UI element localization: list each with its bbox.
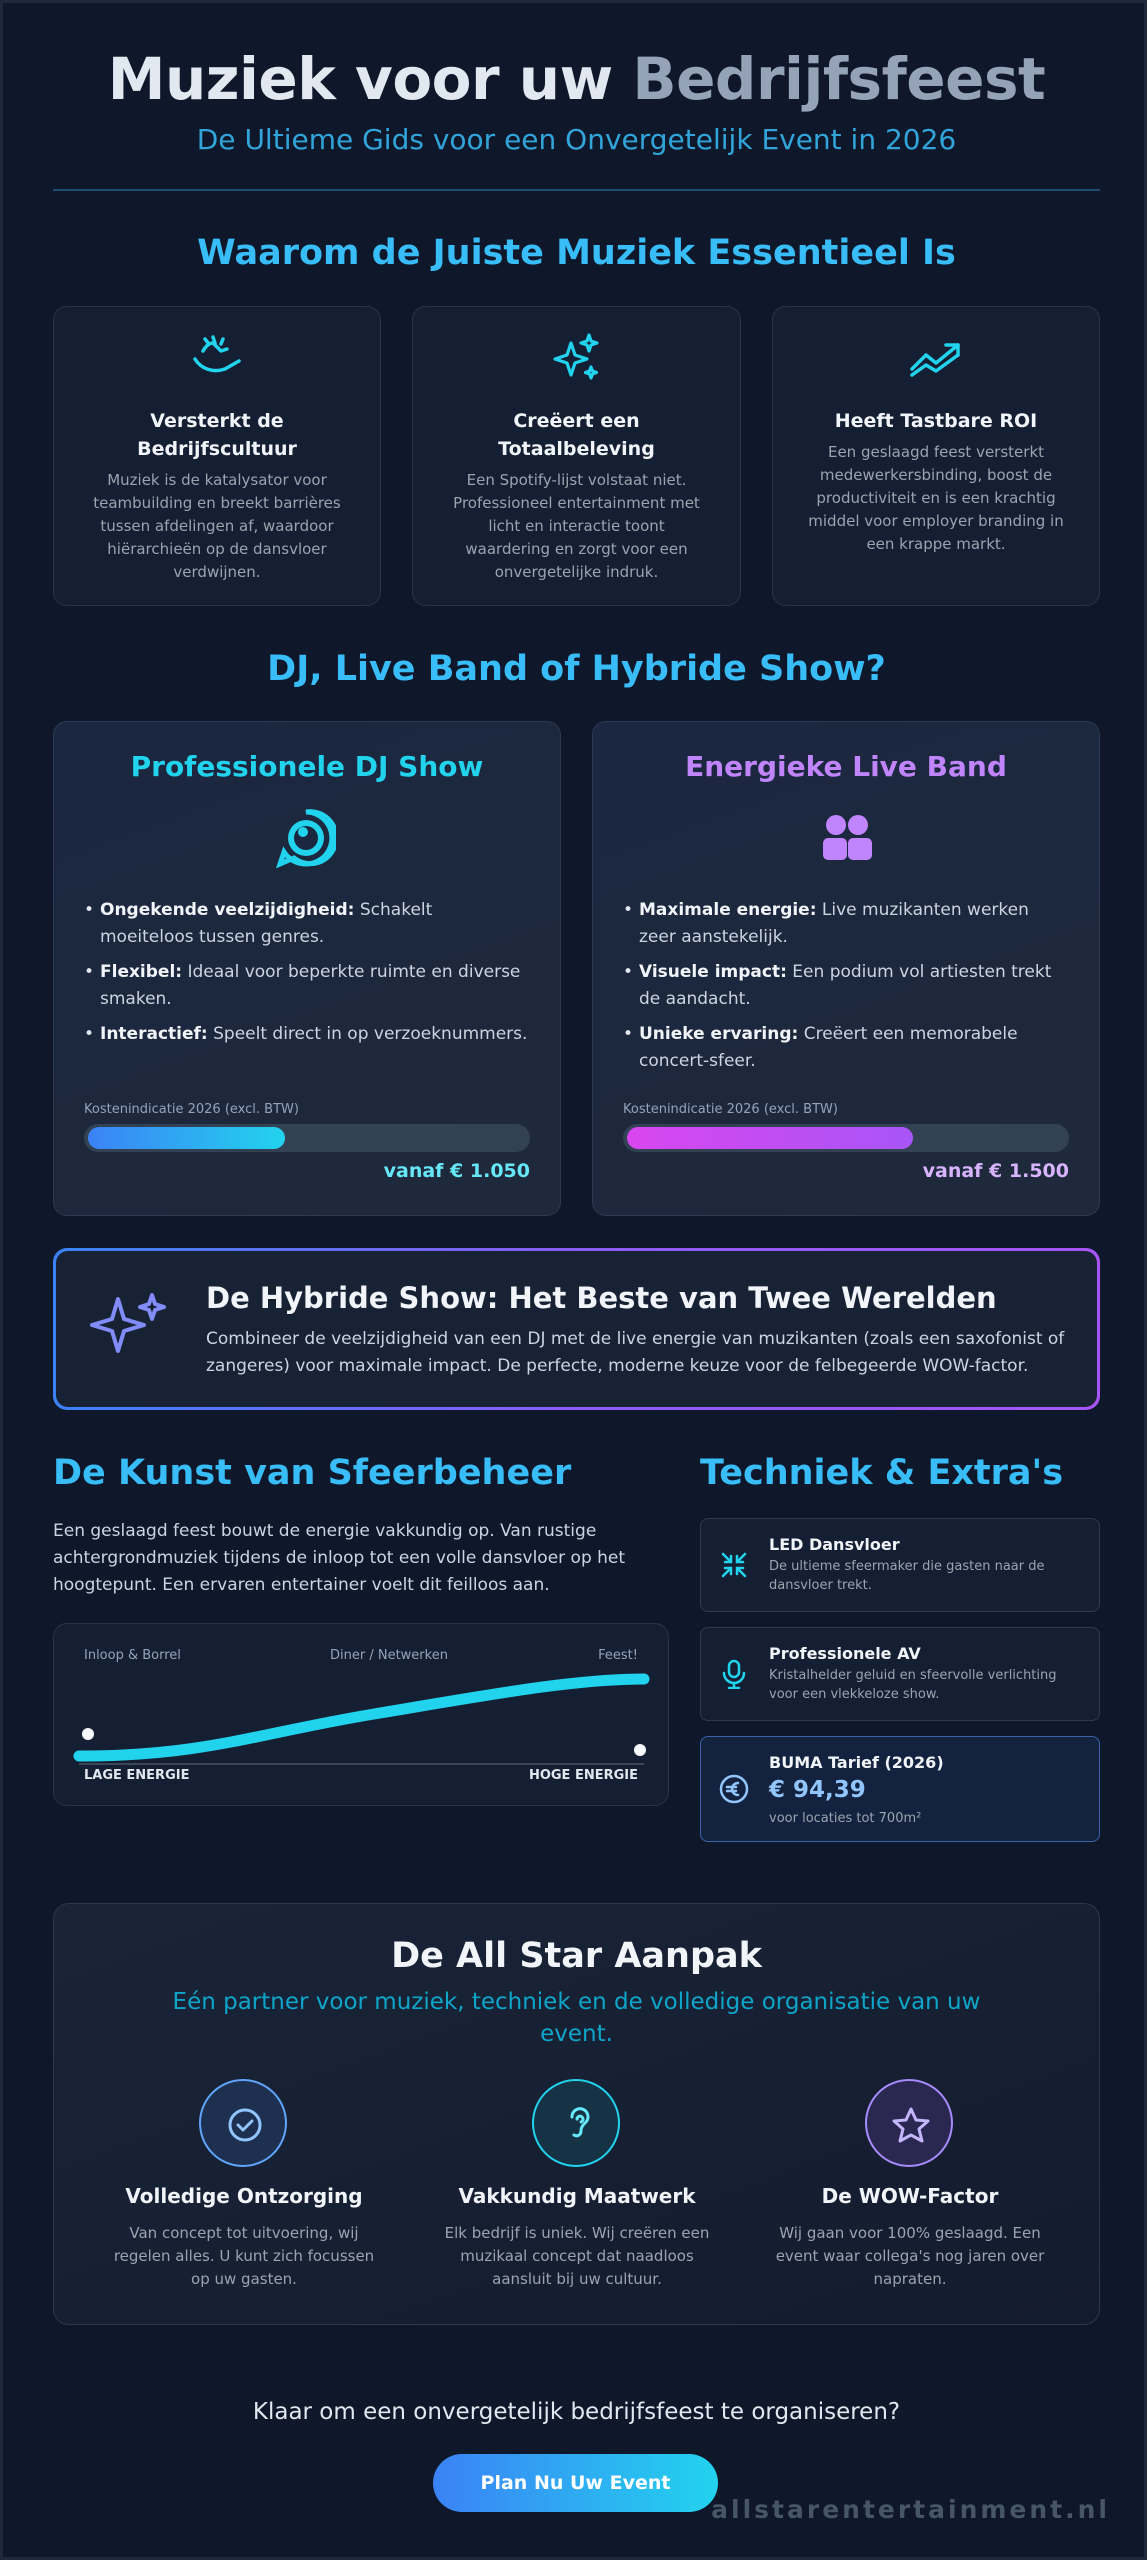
cost-label: Kostenindicatie 2026 (excl. BTW): [623, 1102, 838, 1117]
website-watermark: allstarentertainment.nl: [711, 2495, 1110, 2524]
cta-question: Klaar om een onvergetelijk bedrijfsfeest…: [252, 2399, 901, 2425]
approach-column: Volledige Ontzorging Van concept tot uit…: [84, 2184, 404, 2291]
why-section-title: Waarom de Juiste Muziek Essentieel Is: [197, 233, 956, 273]
tech-item-led: LED Dansvloer De ultieme sfeermaker die …: [700, 1518, 1100, 1612]
list-item: Interactief: Speelt direct in op verzoek…: [84, 1021, 530, 1048]
headset-icon: [276, 809, 336, 868]
tech-item-av: Professionele AV Kristalhelder geluid en…: [700, 1627, 1100, 1721]
why-card-title: Creëert een Totaalbeleving: [498, 410, 655, 460]
hybrid-show-banner: De Hybride Show: Het Beste van Twee Were…: [53, 1248, 1100, 1410]
check-circle-icon: [199, 2079, 287, 2167]
tech-item-text: Kristalhelder geluid en sfeervolle verli…: [769, 1668, 1057, 1702]
approach-column: Vakkundig Maatwerk Elk bedrijf is uniek.…: [417, 2184, 737, 2291]
list-item: Maximale energie: Live muzikanten werken…: [623, 897, 1069, 951]
energy-curve-panel: Inloop & Borrel Diner / Netwerken Feest!…: [53, 1623, 669, 1806]
tech-item-buma: BUMA Tarief (2026) € 94,39 voor locaties…: [700, 1736, 1100, 1842]
page-title: Muziek voor uw Bedrijfsfeest: [53, 45, 1100, 113]
dj-features-list: Ongekende veelzijdigheid: Schakelt moeit…: [84, 897, 530, 1056]
header-divider: [53, 189, 1100, 191]
approach-column: De WOW-Factor Wij gaan voor 100% geslaag…: [750, 2184, 1070, 2291]
euro-icon: [719, 1774, 749, 1804]
all-star-section: De All Star Aanpak Eén partner voor muzi…: [53, 1903, 1100, 2325]
cost-bar: [623, 1124, 1069, 1152]
hybrid-title: De Hybride Show: Het Beste van Twee Were…: [206, 1281, 997, 1315]
tech-item-title: LED Dansvloer: [769, 1535, 900, 1554]
plan-event-button[interactable]: Plan Nu Uw Event: [433, 2454, 718, 2512]
live-band-title: Energieke Live Band: [685, 750, 1007, 783]
hybrid-text: Combineer de veelzijdigheid van een DJ m…: [206, 1329, 1065, 1376]
compress-icon: [721, 1552, 747, 1578]
title-highlight: Bedrijfsfeest: [632, 45, 1046, 113]
all-star-subtitle: Eén partner voor muziek, techniek en de …: [172, 1989, 981, 2047]
list-item: Flexibel: Ideaal voor beperkte ruimte en…: [84, 959, 530, 1013]
mood-text: Een geslaagd feest bouwt de energie vakk…: [53, 1521, 626, 1595]
approach-text: Elk bedrijf is uniek. Wij creëren een mu…: [444, 2224, 710, 2288]
list-item: Ongekende veelzijdigheid: Schakelt moeit…: [84, 897, 530, 951]
approach-text: Wij gaan voor 100% geslaagd. Een event w…: [775, 2224, 1045, 2288]
title-main: Muziek voor uw: [107, 45, 633, 113]
all-star-title: De All Star Aanpak: [391, 1936, 762, 1976]
cost-label: Kostenindicatie 2026 (excl. BTW): [84, 1102, 299, 1117]
list-item: Unieke ervaring: Creëert een memorabele …: [623, 1021, 1069, 1075]
phase-label: Diner / Netwerken: [330, 1648, 448, 1663]
page-subtitle: De Ultieme Gids voor een Onvergetelijk E…: [196, 123, 957, 156]
high-energy-label: HOGE ENERGIE: [528, 1768, 638, 1783]
why-card-roi: Heeft Tastbare ROI Een geslaagd feest ve…: [772, 306, 1100, 606]
dj-show-card: Professionele DJ Show Ongekende veelzijd…: [53, 721, 561, 1216]
cost-bar-fill: [627, 1127, 913, 1149]
low-energy-label: LAGE ENERGIE: [84, 1768, 190, 1783]
compare-section-title: DJ, Live Band of Hybride Show?: [267, 649, 886, 689]
phase-label: Inloop & Borrel: [84, 1648, 181, 1663]
tech-item-text: De ultieme sfeermaker die gasten naar de…: [769, 1559, 1045, 1593]
why-card-text: Een Spotify-lijst volstaat niet. Profess…: [453, 471, 700, 581]
list-item: Visuele impact: Een podium vol artiesten…: [623, 959, 1069, 1013]
dj-price: vanaf € 1.050: [383, 1160, 530, 1182]
approach-title: Volledige Ontzorging: [125, 2184, 363, 2208]
buma-note: voor locaties tot 700m²: [769, 1811, 922, 1826]
band-price: vanaf € 1.500: [922, 1160, 1069, 1182]
why-card-text: Een geslaagd feest versterkt medewerkers…: [808, 443, 1064, 553]
ear-icon: [532, 2079, 620, 2167]
cost-bar-fill: [88, 1127, 285, 1149]
page-header: Muziek voor uw Bedrijfsfeest: [53, 45, 1100, 113]
why-card-title: Versterkt de Bedrijfscultuur: [137, 410, 297, 460]
sparkles-icon: [90, 1293, 166, 1353]
approach-text: Van concept tot uitvoering, wij regelen …: [113, 2224, 375, 2288]
live-band-card: Energieke Live Band Maximale energie: Li…: [592, 721, 1100, 1216]
buma-price: € 94,39: [769, 1777, 866, 1803]
tech-item-title: Professionele AV: [769, 1644, 921, 1663]
sparkles-icon: [552, 333, 599, 380]
trend-up-icon: [910, 343, 960, 377]
buma-title: BUMA Tarief (2026): [769, 1753, 944, 1772]
why-card-experience: Creëert een Totaalbeleving Een Spotify-l…: [412, 306, 741, 606]
phase-label: Feest!: [598, 1648, 638, 1663]
mood-section-title: De Kunst van Sfeerbeheer: [53, 1453, 572, 1493]
approach-title: De WOW-Factor: [821, 2184, 999, 2208]
approach-title: Vakkundig Maatwerk: [458, 2184, 696, 2208]
dj-show-title: Professionele DJ Show: [130, 750, 484, 783]
energy-curve: [73, 1673, 650, 1765]
tech-section-title: Techniek & Extra's: [700, 1453, 1064, 1493]
why-card-title: Heeft Tastbare ROI: [834, 410, 1038, 432]
why-card-text: Muziek is de katalysator voor teambuildi…: [93, 471, 341, 581]
star-icon: [865, 2079, 953, 2167]
users-icon: [823, 815, 872, 860]
handshake-icon: [193, 335, 241, 373]
band-features-list: Maximale energie: Live muzikanten werken…: [623, 897, 1069, 1083]
cost-bar: [84, 1124, 530, 1152]
why-card-culture: Versterkt de Bedrijfscultuur Muziek is d…: [53, 306, 381, 606]
microphone-icon: [722, 1659, 746, 1689]
